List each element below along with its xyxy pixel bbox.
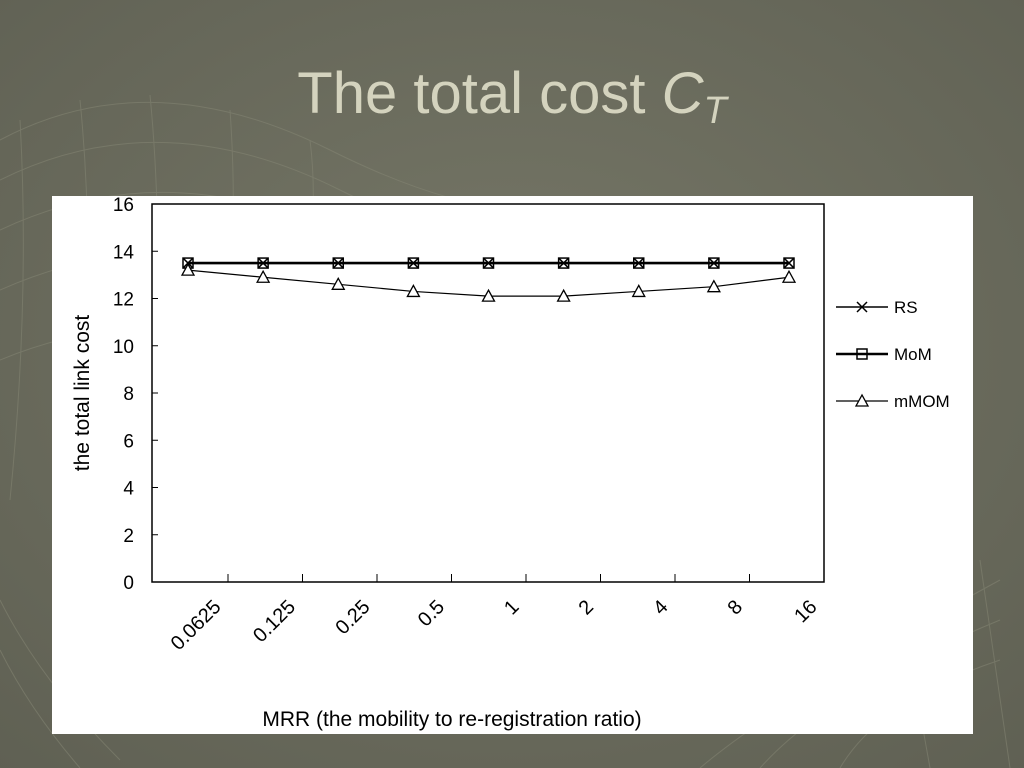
data-point: [631, 284, 646, 298]
data-point: [256, 269, 271, 283]
data-point: [406, 284, 421, 298]
y-tick-label: 8: [123, 384, 134, 405]
series-mmom: [180, 262, 797, 302]
legend-label: RS: [894, 298, 918, 317]
x-tick-label: 8: [724, 596, 747, 619]
x-tick-label: 0.125: [249, 596, 300, 647]
y-tick-label: 10: [113, 337, 134, 358]
series-layer: [180, 257, 797, 302]
data-point: [706, 279, 721, 293]
y-tick-label: 12: [113, 290, 134, 311]
y-tick-label: 2: [123, 526, 134, 547]
slide-title-subscript: T: [703, 90, 727, 132]
x-axis-ticks: 0.0625 0.125 0.25 0.5 1 2 4 8 16: [167, 574, 825, 655]
legend-marker: [856, 348, 868, 360]
x-tick-label: 1: [500, 596, 523, 619]
x-tick-label: 0.25: [331, 596, 374, 639]
legend-label: MoM: [894, 345, 932, 364]
legend: RS MoM mMOM: [836, 298, 950, 411]
legend-label: mMOM: [894, 392, 950, 411]
plot-area-frame: [151, 203, 825, 583]
x-tick-label: 2: [575, 596, 598, 619]
y-tick-label: 0: [123, 573, 134, 594]
slide-title-variable: C: [661, 61, 704, 126]
x-tick-label: 0.5: [414, 596, 449, 631]
y-axis-ticks: 0 2 4 6 8 10 12 14 16: [113, 196, 158, 594]
data-point: [556, 288, 571, 302]
data-point: [257, 257, 269, 269]
legend-item-mom: MoM: [836, 345, 932, 364]
y-axis-title: the total link cost: [71, 315, 94, 472]
data-point: [481, 288, 496, 302]
data-point: [407, 257, 420, 269]
data-point: [482, 257, 495, 269]
y-tick-label: 16: [113, 196, 134, 216]
legend-item-mmom: mMOM: [836, 392, 950, 411]
legend-item-rs: RS: [836, 298, 918, 317]
data-point: [708, 257, 720, 269]
y-tick-label: 6: [123, 431, 134, 452]
data-point: [783, 257, 795, 269]
x-tick-label: 0.0625: [167, 596, 226, 655]
x-tick-label: 16: [790, 596, 821, 627]
data-point: [781, 269, 797, 283]
x-axis-title: MRR (the mobility to re-registration rat…: [262, 708, 641, 731]
y-tick-label: 4: [123, 479, 134, 500]
data-point: [180, 262, 196, 276]
legend-marker: [854, 393, 870, 407]
chart-panel: 0 2 4 6 8 10 12 14 16 0.0625 0.125 0.25 0.5 1 2 4 8 16 t…: [52, 196, 973, 734]
legend-marker: [856, 301, 868, 313]
x-tick-label: 4: [649, 596, 672, 619]
y-tick-label: 14: [113, 242, 135, 263]
slide-title-text: The total cost: [297, 61, 662, 126]
slide-title: The total cost CT: [0, 60, 1024, 133]
data-point: [332, 257, 344, 269]
data-point: [633, 257, 645, 269]
data-point: [331, 276, 346, 290]
series-mom: [182, 257, 795, 269]
data-point: [557, 257, 570, 269]
